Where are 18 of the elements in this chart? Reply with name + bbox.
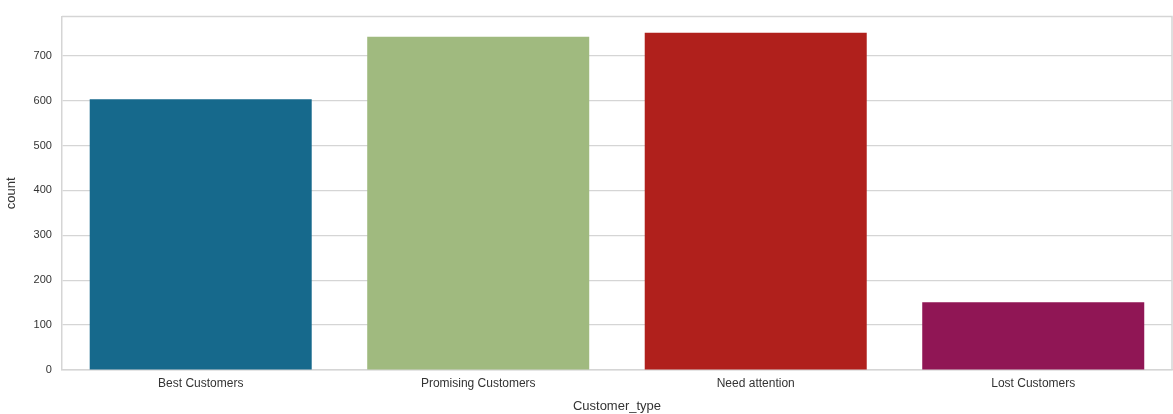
x-tick-label: Lost Customers — [991, 375, 1076, 390]
bar — [922, 302, 1145, 370]
y-tick-label: 700 — [33, 48, 52, 61]
y-tick-label: 600 — [33, 93, 52, 106]
x-tick-label: Best Customers — [158, 375, 244, 390]
y-tick-label: 200 — [33, 273, 52, 286]
bar — [644, 32, 867, 370]
y-tick-label: 400 — [33, 183, 52, 196]
y-axis-title: count — [3, 177, 19, 210]
x-axis-title: Customer_type — [572, 397, 662, 413]
bar — [89, 99, 312, 370]
x-tick-label: Promising Customers — [420, 375, 536, 390]
bar — [367, 36, 590, 370]
y-tick-label: 0 — [45, 363, 52, 376]
y-tick-label: 500 — [33, 138, 52, 151]
y-tick-label: 300 — [33, 228, 52, 241]
y-tick-label: 100 — [33, 318, 52, 331]
x-tick-label: Need attention — [716, 375, 795, 390]
